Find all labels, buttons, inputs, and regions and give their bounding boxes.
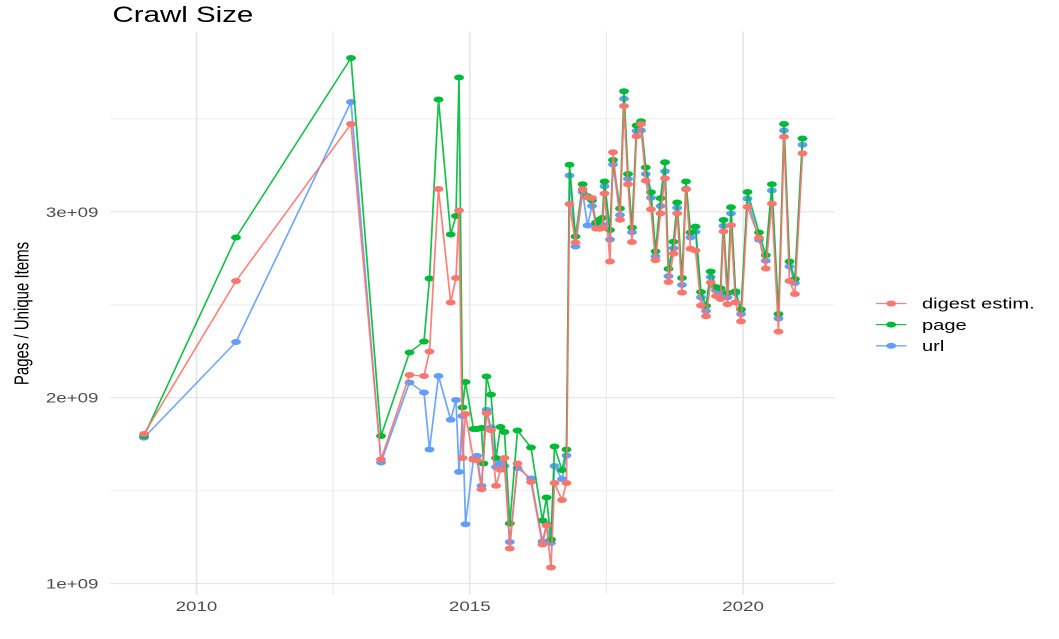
svg-text:2020: 2020 bbox=[722, 598, 764, 614]
svg-text:url: url bbox=[922, 337, 944, 354]
svg-text:2e+09: 2e+09 bbox=[46, 390, 99, 406]
svg-text:3e+09: 3e+09 bbox=[46, 204, 99, 220]
svg-text:1e+09: 1e+09 bbox=[46, 576, 99, 592]
svg-text:2015: 2015 bbox=[449, 598, 491, 614]
svg-text:2010: 2010 bbox=[176, 598, 218, 614]
svg-text:page: page bbox=[922, 316, 967, 333]
svg-text:digest estim.: digest estim. bbox=[922, 295, 1035, 312]
svg-text:Pages / Unique Items: Pages / Unique Items bbox=[10, 242, 33, 385]
svg-text:Crawl Size: Crawl Size bbox=[113, 2, 254, 27]
